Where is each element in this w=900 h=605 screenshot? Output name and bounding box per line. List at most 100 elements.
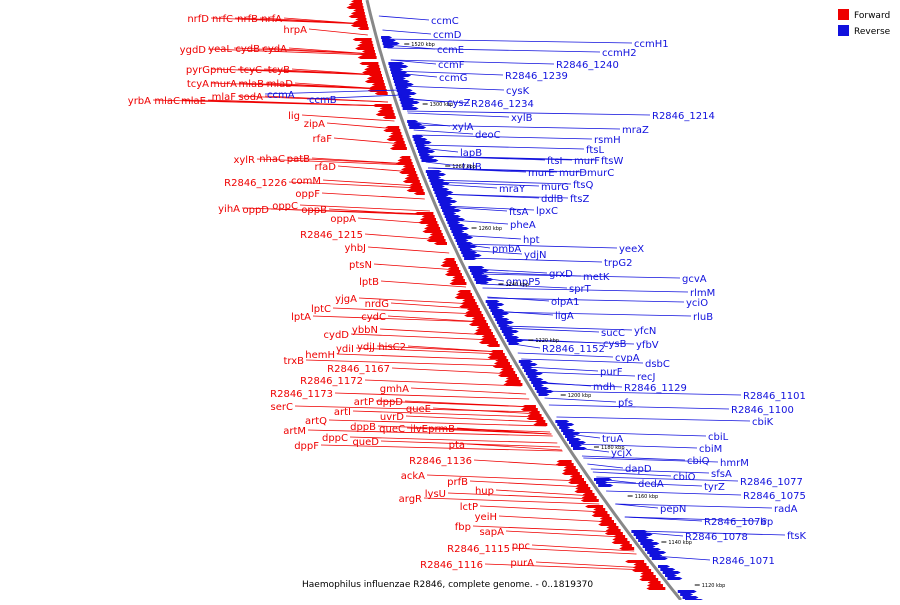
reverse-gene-label-olpa1: olpA1: [551, 297, 579, 308]
forward-gene-arrow: [456, 293, 473, 296]
forward-gene-arrow: [364, 80, 384, 83]
forward-gene-leader-line: [391, 367, 515, 375]
forward-gene-label-r2846-1136: R2846_1136: [409, 456, 472, 467]
forward-gene-label-dppd: dppD: [376, 397, 403, 408]
reverse-gene-leader-line: [576, 447, 610, 453]
reverse-gene-leader-line: [599, 481, 703, 487]
reverse-gene-arrow: [651, 557, 668, 560]
reverse-gene-arrow: [390, 68, 404, 71]
forward-gene-leader-line: [320, 444, 563, 452]
forward-gene-arrow: [383, 129, 401, 132]
forward-gene-leader-line: [410, 387, 527, 395]
reverse-gene-arrow: [567, 438, 582, 441]
reverse-gene-arrow: [557, 423, 575, 426]
reverse-gene-label-murd: murD: [559, 168, 587, 179]
legend-reverse-label: Reverse: [854, 27, 891, 37]
forward-gene-label-serc: serC: [271, 402, 293, 413]
forward-gene-label-ppc: ppc: [512, 541, 530, 552]
forward-gene-label-pnuc: pnuC: [210, 65, 236, 76]
reverse-gene-label-ddlb: ddlB: [541, 194, 563, 205]
reverse-gene-label-mure: murE: [528, 168, 555, 179]
forward-gene-leader-line: [270, 208, 432, 216]
reverse-gene-label-phea: pheA: [510, 220, 536, 231]
reverse-gene-arrow: [461, 251, 478, 254]
forward-gene-arrow: [575, 487, 591, 490]
reverse-gene-label-cysk: cysK: [506, 86, 530, 97]
forward-gene-arrow: [449, 282, 467, 285]
forward-gene-arrow: [562, 469, 578, 472]
forward-gene-label-oppf: oppF: [295, 189, 320, 200]
forward-gene-label-mlab: mlaB: [238, 79, 264, 90]
reverse-gene-arrow: [398, 95, 412, 98]
tick-layer: 1520 kbp 1300 kbp 1280 kbp 1260 kbp 1240 kbp…: [404, 42, 725, 589]
reverse-gene-label-mray: mraY: [499, 184, 526, 195]
forward-gene-label-yhbj: yhbJ: [344, 243, 366, 254]
forward-gene-label-tcyc: tcyC: [240, 65, 262, 76]
reverse-gene-label-hpt: hpt: [523, 235, 540, 246]
forward-gene-leader-line: [328, 419, 547, 427]
forward-gene-leader-line: [535, 561, 648, 569]
reverse-gene-leader-line: [482, 287, 689, 293]
reverse-gene-arrow: [485, 300, 500, 303]
forward-gene-arrow: [476, 326, 490, 329]
reverse-gene-leader-line: [525, 366, 599, 372]
reverse-gene-leader-line: [394, 72, 438, 78]
reverse-gene-label-xylb: xylB: [511, 113, 533, 124]
reverse-gene-label-ydjn: ydjN: [524, 250, 547, 261]
reverse-gene-arrow: [658, 565, 671, 568]
reverse-gene-label-cbio: cbiO: [673, 472, 696, 483]
forward-gene-label-r2846-1226: R2846_1226: [224, 178, 287, 189]
tick-label: 1240 kbp: [505, 282, 529, 288]
reverse-gene-leader-line: [406, 110, 651, 116]
forward-gene-arrow: [348, 3, 363, 6]
reverse-gene-arrow: [561, 429, 576, 432]
reverse-gene-leader-line: [583, 457, 719, 463]
forward-gene-leader-line: [404, 400, 535, 408]
forward-gene-arrow: [375, 113, 395, 116]
reverse-gene-arrow: [495, 318, 510, 321]
reverse-gene-label-ompp5: ompP5: [506, 277, 541, 288]
forward-gene-arrow: [585, 505, 604, 508]
forward-gene-arrow: [504, 380, 521, 383]
reverse-gene-arrow: [409, 126, 427, 129]
reverse-gene-label-rada: radA: [774, 504, 798, 515]
forward-gene-leader-line: [321, 192, 425, 200]
reverse-gene-leader-line: [528, 371, 636, 377]
reverse-gene-label-ycio: yciO: [686, 298, 708, 309]
forward-gene-arrow: [440, 264, 458, 267]
forward-gene-label-hrpa: hrpA: [283, 25, 307, 36]
genome-caption: Haemophilus influenzae R2846, complete g…: [302, 580, 593, 590]
forward-gene-arrow: [428, 236, 445, 239]
reverse-gene-arrow: [421, 159, 439, 162]
reverse-gene-label-ftsz: ftsZ: [570, 194, 589, 205]
reverse-gene-arrow: [468, 266, 485, 269]
forward-gene-arrow: [359, 41, 373, 44]
forward-gene-label-dppc: dppC: [322, 433, 348, 444]
forward-gene-label-r2846-1173: R2846_1173: [270, 389, 333, 400]
forward-gene-label-hisc2: hisC2: [378, 342, 406, 353]
reverse-gene-arrow: [475, 281, 489, 284]
reverse-gene-arrow: [447, 221, 461, 224]
reverse-gene-leader-line: [423, 155, 600, 161]
forward-gene-leader-line: [207, 48, 374, 56]
forward-gene-label-argr: argR: [399, 494, 422, 505]
tick-label: 1160 kbp: [635, 494, 659, 500]
reverse-gene-label-r2846-1075: R2846_1075: [743, 491, 806, 502]
reverse-gene-leader-line: [517, 352, 614, 358]
forward-gene-arrow: [568, 481, 587, 484]
reverse-gene-label-sfsa: sfsA: [711, 469, 732, 480]
forward-gene-label-artm: artM: [283, 426, 306, 437]
forward-gene-leader-line: [352, 410, 541, 418]
reverse-gene-leader-line: [382, 29, 432, 35]
reverse-gene-arrow: [677, 590, 697, 593]
reverse-gene-leader-line: [411, 124, 621, 130]
reverse-gene-leader-line: [420, 147, 459, 153]
reverse-gene-label-ftsl: ftsL: [586, 145, 604, 156]
reverse-gene-leader-line: [615, 503, 773, 509]
forward-gene-label-cydc: cydC: [361, 312, 386, 323]
forward-gene-leader-line: [355, 347, 503, 355]
reverse-gene-leader-line: [402, 98, 470, 104]
forward-gene-arrow: [593, 508, 606, 511]
forward-gene-arrow: [379, 107, 393, 110]
forward-gene-arrow: [599, 517, 612, 520]
